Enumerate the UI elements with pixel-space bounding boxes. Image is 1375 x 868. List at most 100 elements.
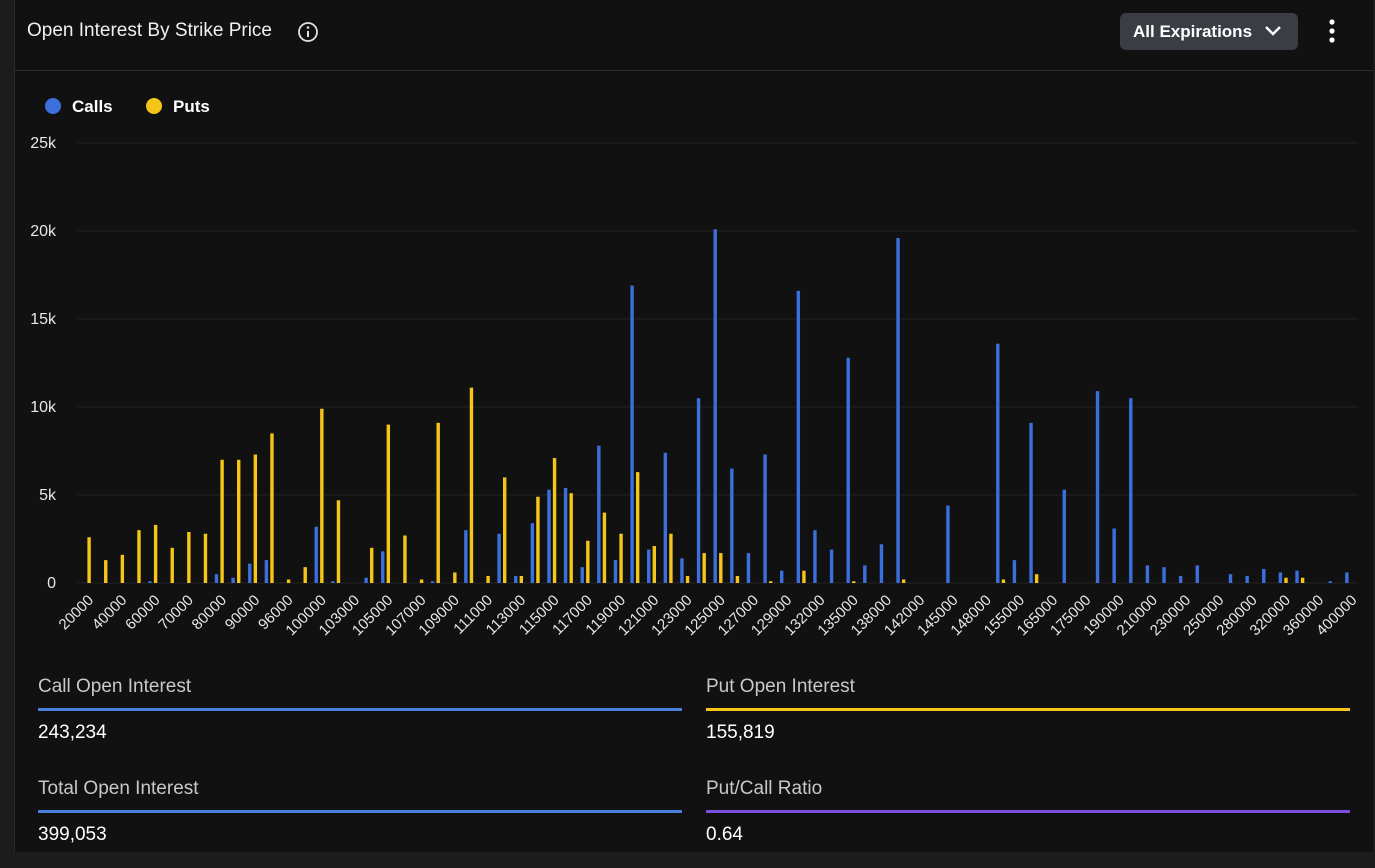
bar [796,290,801,583]
bar [663,452,668,583]
bar [813,530,817,583]
bar [1029,422,1033,583]
x-tick-label: 20000 [56,592,98,634]
bar [719,553,723,583]
bar [647,549,651,583]
bar [220,459,224,583]
bar [231,577,235,583]
bar [802,570,806,583]
bar [1300,577,1305,583]
bar [685,575,690,583]
chevron [1265,26,1281,36]
legend-label: Calls [72,97,113,116]
bar [713,229,717,584]
y-tick-label: 5k [39,487,57,504]
bar [696,398,701,583]
bar [214,574,219,583]
bar [469,387,474,583]
bar [1034,574,1039,583]
bar [946,505,950,583]
y-tick-label: 10k [30,399,57,416]
bar [1345,572,1349,583]
bar [104,560,108,583]
bar [187,531,191,583]
y-tick-label: 25k [30,135,57,152]
bar [403,535,407,583]
x-tick-label: 60000 [122,592,164,634]
bar [419,579,424,583]
bar [586,540,590,583]
bar [652,546,657,583]
info-icon[interactable] [297,21,319,43]
bar [364,577,368,583]
bar [203,533,208,583]
bar [1245,575,1249,583]
bar [852,581,856,583]
stat-label: Put Open Interest [706,676,855,697]
bar [436,422,440,583]
menu-icon[interactable] [1327,18,1337,48]
bar [87,537,91,583]
bar [829,549,834,583]
stat-value: 399,053 [38,824,107,845]
bar [680,558,684,583]
bar [1284,577,1288,583]
bar [502,477,507,583]
button-label: All Expirations [1133,22,1253,41]
bar [331,581,335,583]
bar [270,433,274,583]
bar [1328,581,1332,583]
bar [1095,391,1100,583]
bar [597,445,601,583]
bar [453,572,457,583]
bar [1062,489,1066,583]
bar [630,285,634,583]
bar [735,575,740,583]
stat-value: 0.64 [706,824,743,845]
bar [170,547,174,583]
bar [1012,560,1017,583]
bar [1228,574,1233,583]
bar [896,238,900,584]
bar [846,357,850,583]
chart: 0 5k 10k 15k 20k 25k Calls Puts 2000040000600007… [30,97,1360,639]
bar [264,560,269,583]
bar [148,581,152,583]
bar [314,526,318,583]
bar [1129,398,1133,583]
bar [580,567,584,583]
card-title: Open Interest By Strike Price [27,20,272,41]
bar [730,468,734,583]
bar [303,567,307,583]
stat-underline [38,810,682,813]
x-tick-label: 40000 [89,592,131,634]
bar [497,533,501,583]
bar [547,489,551,583]
bar [563,487,568,583]
bar [386,424,391,583]
bar [635,472,640,583]
bar [602,512,607,583]
bar [901,579,906,583]
stat-underline [38,708,682,711]
legend-marker [45,98,61,114]
bar [248,563,252,583]
bar [237,459,241,583]
bar [879,544,884,583]
stat-underline [706,810,1350,813]
bar [253,454,258,583]
bar [779,570,784,583]
bar [863,565,867,583]
bar [153,524,158,583]
bar [530,523,535,583]
bar [669,533,673,583]
bar [370,547,374,583]
stat-value: 155,819 [706,722,775,743]
x-tick-label: 80000 [189,592,231,634]
bar [619,533,623,583]
bar [137,530,141,583]
expiration-button[interactable]: All Expirations [1120,13,1298,50]
stat-underline [706,708,1350,711]
legend-marker [146,98,162,114]
legend-label: Puts [173,97,210,116]
